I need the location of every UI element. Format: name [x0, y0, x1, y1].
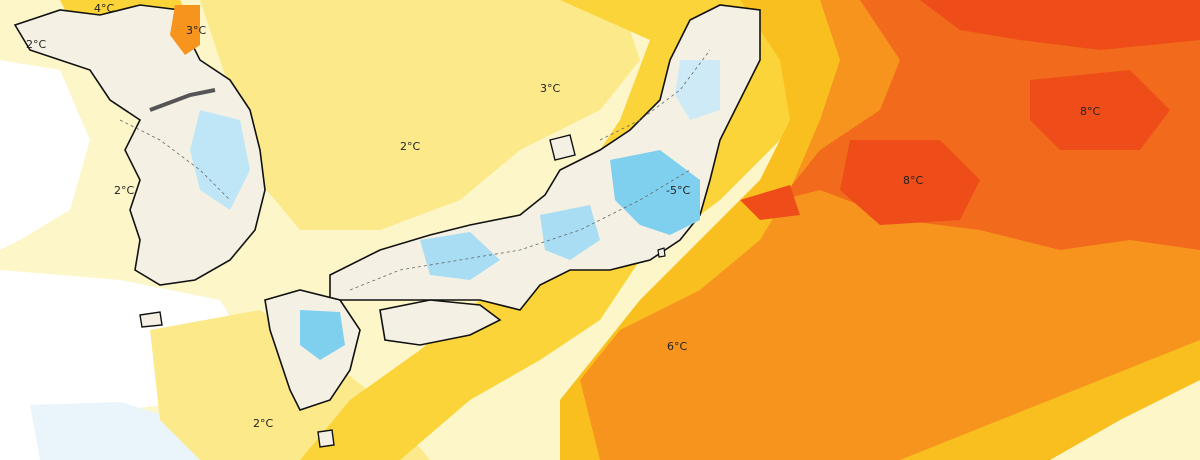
contour-line-1 — [349, 169, 691, 291]
hot-core-coast — [740, 185, 800, 220]
temp-label: 6°C — [667, 340, 687, 353]
temp-label: 3°C — [186, 24, 206, 37]
temp-label: 3°C — [540, 82, 560, 95]
temp-label: 8°C — [903, 174, 923, 187]
contour-line-2 — [119, 119, 231, 201]
tsushima-island — [139, 311, 163, 328]
dmz-line — [149, 88, 216, 112]
shikoku — [379, 299, 502, 346]
temp-label: 8°C — [1080, 105, 1100, 118]
temp-label: -5°C — [666, 184, 690, 197]
hot-core-east — [1030, 70, 1170, 150]
cold-area-tohoku — [675, 60, 720, 120]
temp-label: 4°C — [94, 2, 114, 15]
cold-area-kinki — [420, 232, 500, 280]
cold-sea-southwest — [30, 402, 200, 460]
cold-area-chubu — [540, 205, 600, 260]
korea-cold-area — [190, 110, 250, 210]
light-yellow-zone-sea — [200, 0, 640, 230]
honshu — [329, 4, 761, 311]
temp-label: 2°C — [114, 184, 134, 197]
small-island-south — [317, 429, 335, 448]
sado-island — [549, 134, 576, 161]
temp-label: 2°C — [26, 38, 46, 51]
temp-label: 2°C — [253, 417, 273, 430]
pale-region-west — [0, 60, 90, 250]
temp-label: 2°C — [400, 140, 420, 153]
hot-core-northeast — [920, 0, 1200, 50]
cold-area-kyushu — [300, 310, 345, 360]
cold-area-kanto — [610, 150, 700, 235]
small-island-izu — [657, 247, 666, 258]
hot-core-center — [840, 140, 980, 225]
korea-warm-spot — [170, 5, 200, 55]
